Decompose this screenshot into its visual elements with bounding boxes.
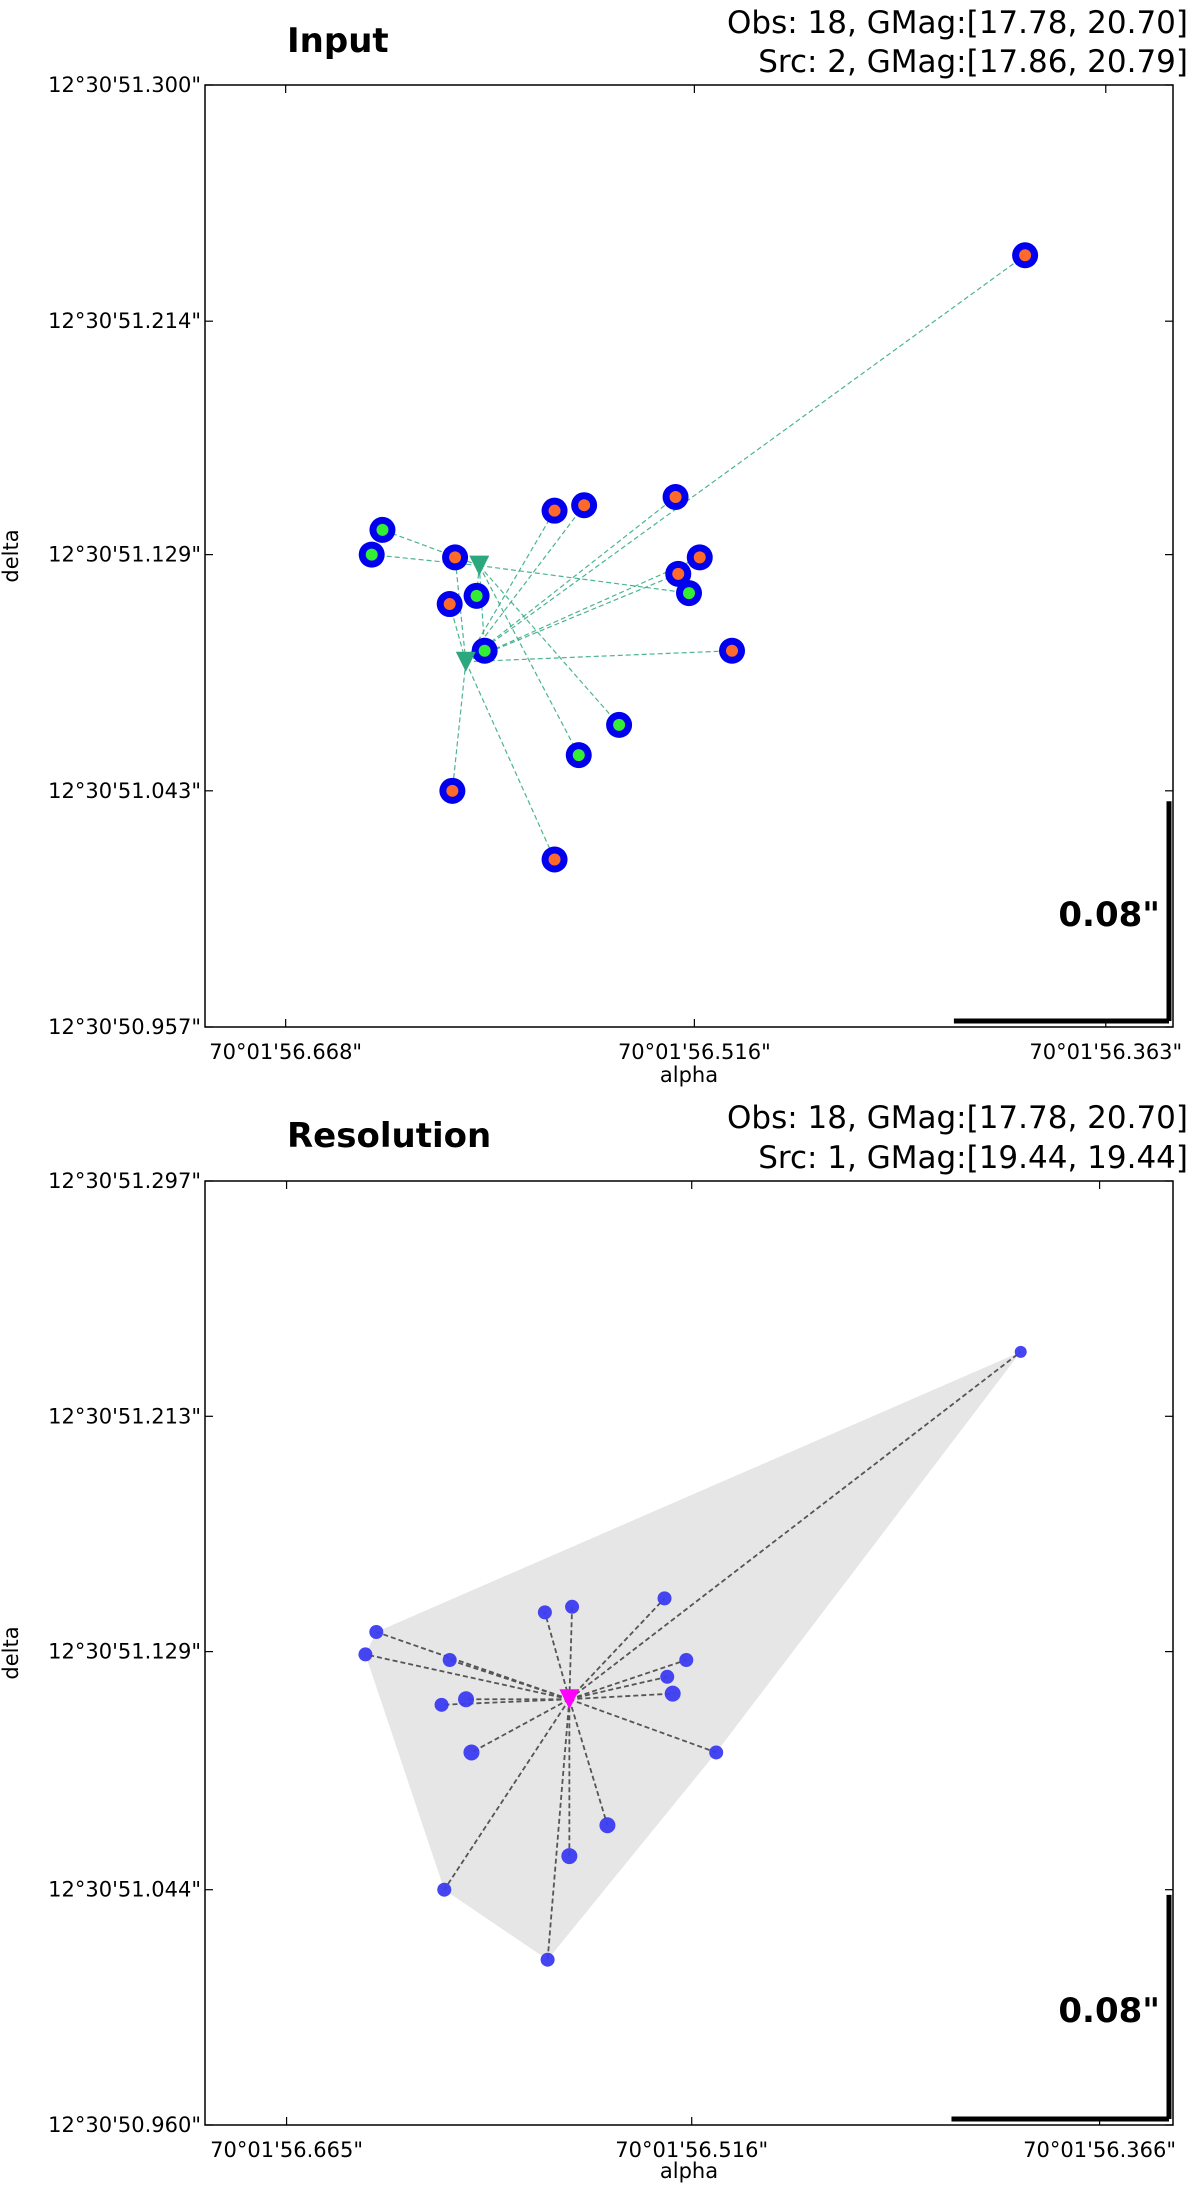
observation-point: [1014, 1345, 1027, 1358]
chart-0: Input Obs: 18, GMag:[17.78, 20.70]Src: 2,…: [0, 5, 1188, 1087]
observation-point: [442, 1653, 457, 1668]
plot-frame: [204, 1180, 1174, 2126]
match-link: [465, 254, 1026, 663]
match-link: [443, 1698, 571, 1891]
scale-bar-label: 0.08": [1058, 1991, 1160, 2031]
convex-hull: [365, 1351, 1021, 1960]
observation-point-center: [478, 644, 491, 657]
observation-point: [437, 1882, 452, 1897]
plot-frame: [204, 84, 1174, 1028]
x-tick-label: 70°01'56.516": [618, 1040, 771, 1064]
observation-point-center: [669, 490, 682, 503]
match-link: [569, 1692, 673, 1701]
match-link: [569, 1675, 668, 1701]
observation-point-center: [726, 644, 739, 657]
observation-point: [660, 1669, 675, 1684]
info-line: Src: 2, GMag:[17.86, 20.79]: [758, 44, 1188, 80]
match-link: [478, 565, 620, 726]
observation-point: [358, 1647, 373, 1662]
observation-point-center: [672, 567, 685, 580]
observation-point-center: [578, 499, 591, 512]
observation-point-center: [443, 598, 456, 611]
match-link: [568, 1351, 1022, 1700]
x-tick-label: 70°01'56.516": [615, 2138, 768, 2162]
observation-point-center: [693, 551, 706, 564]
source-marker: [455, 651, 476, 672]
observation-point-center: [449, 551, 462, 564]
y-tick-label: 12°30'50.960": [48, 2113, 201, 2137]
match-link: [465, 510, 556, 663]
match-link: [449, 1659, 570, 1701]
source-marker: [559, 1689, 580, 1710]
observation-point: [434, 1697, 449, 1712]
match-link: [471, 1698, 570, 1754]
info-line: Src: 1, GMag:[19.44, 19.44]: [758, 1140, 1188, 1176]
observation-point-center: [572, 749, 585, 762]
match-link: [546, 1699, 571, 1960]
x-tick-label: 70°01'56.665": [210, 2138, 363, 2162]
match-link: [569, 1659, 687, 1701]
match-link: [544, 1612, 571, 1700]
observation-point-center: [365, 548, 378, 561]
observation-point: [463, 1744, 480, 1761]
observation-point: [458, 1691, 475, 1708]
observation-point-center: [613, 718, 626, 731]
observation-point-center: [446, 784, 459, 797]
y-tick-label: 12°30'51.297": [48, 1169, 201, 1193]
y-tick-label: 12°30'51.044": [48, 1878, 201, 1902]
x-tick-label: 70°01'56.363": [1029, 1040, 1182, 1064]
source-marker: [469, 555, 490, 576]
match-link: [465, 496, 676, 663]
x-tick-label: 70°01'56.366": [1023, 2138, 1176, 2162]
chart-title: Resolution: [287, 1116, 491, 1156]
y-tick-label: 12°30'50.957": [48, 1015, 201, 1039]
observation-point: [540, 1952, 555, 1967]
observation-point: [537, 1605, 552, 1620]
match-link: [465, 661, 556, 860]
y-axis-label: delta: [0, 1626, 23, 1679]
observation-point-center: [376, 523, 389, 536]
observation-point: [679, 1653, 694, 1668]
match-link: [465, 650, 733, 663]
match-link: [465, 504, 585, 663]
y-tick-label: 12°30'51.043": [48, 779, 201, 803]
y-tick-label: 12°30'51.300": [48, 73, 201, 97]
x-tick-label: 70°01'56.668": [209, 1040, 362, 1064]
y-axis-label: delta: [0, 529, 23, 582]
info-line: Obs: 18, GMag:[17.78, 20.70]: [727, 1100, 1188, 1136]
y-tick-label: 12°30'51.129": [48, 1640, 201, 1664]
chart-1: Resolution Obs: 18, GMag:[17.78, 20.70] Sr…: [0, 1100, 1188, 2183]
x-axis-label: alpha: [660, 1063, 718, 1087]
observation-point: [657, 1591, 672, 1606]
observation-point-center: [548, 853, 561, 866]
y-tick-label: 12°30'51.213": [48, 1404, 201, 1428]
observation-point: [599, 1817, 616, 1834]
observation-point-center: [683, 587, 695, 600]
x-axis-label: alpha: [660, 2159, 718, 2183]
chart-title: Input: [287, 21, 389, 61]
match-link: [479, 565, 690, 594]
observation-point-center: [548, 504, 561, 517]
y-tick-label: 12°30'51.129": [48, 543, 201, 567]
match-link: [478, 565, 580, 756]
info-line: Obs: 18, GMag:[17.78, 20.70]: [727, 5, 1188, 41]
match-link: [465, 556, 701, 663]
observation-point: [369, 1624, 384, 1639]
observation-point: [561, 1848, 578, 1865]
match-link: [569, 1698, 717, 1754]
observation-point: [664, 1685, 681, 1702]
y-tick-label: 12°30'51.214": [48, 309, 201, 333]
observation-point-center: [470, 589, 483, 602]
scale-bar-label: 0.08": [1058, 895, 1160, 935]
match-link: [451, 661, 467, 791]
match-link: [478, 565, 486, 651]
match-link: [365, 1653, 570, 1701]
observation-point: [565, 1599, 580, 1614]
match-link: [568, 1698, 609, 1826]
match-link: [568, 1597, 666, 1700]
match-link: [465, 573, 679, 663]
observation-point: [709, 1745, 724, 1760]
observation-point-center: [1019, 249, 1032, 262]
